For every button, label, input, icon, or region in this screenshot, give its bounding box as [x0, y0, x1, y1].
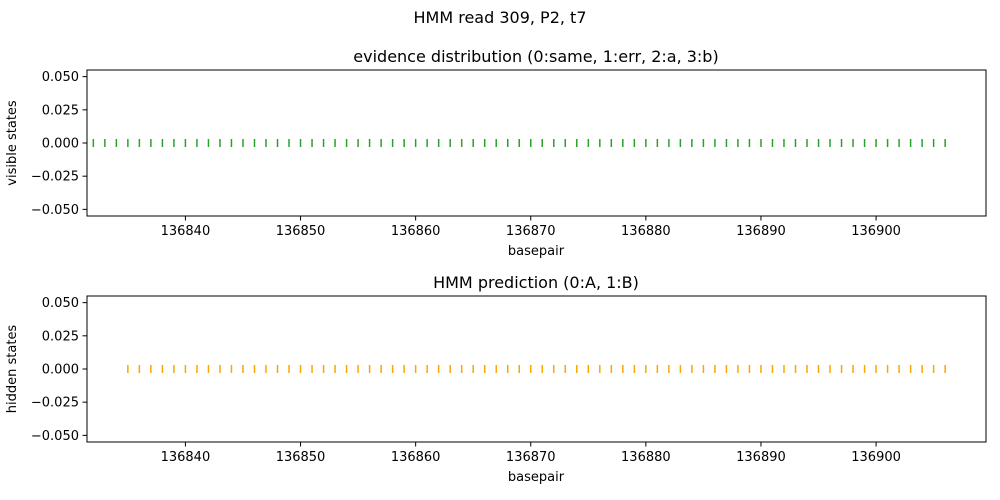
plot-area: [86, 295, 987, 443]
y-axis-label: hidden states: [5, 325, 20, 414]
y-tick-label: 0.050: [42, 296, 79, 311]
x-tick-label: 136900: [851, 224, 901, 239]
x-axis-label: basepair: [508, 470, 565, 485]
y-tick-label: −0.025: [31, 170, 79, 185]
data-series: [92, 139, 946, 147]
x-tick-label: 136890: [736, 450, 786, 465]
x-tick-label: 136840: [161, 224, 211, 239]
x-tick-label: 136860: [391, 224, 441, 239]
panel-title: evidence distribution (0:same, 1:err, 2:…: [353, 47, 718, 66]
x-axis: 136840 136850 136860 136870 136880 136890 1369…: [161, 442, 901, 465]
y-axis-label: visible states: [5, 100, 20, 186]
panel-title: HMM prediction (0:A, 1:B): [433, 273, 639, 292]
y-tick-label: 0.025: [42, 329, 79, 344]
y-tick-label: 0.025: [42, 103, 79, 118]
y-tick-label: −0.050: [31, 203, 79, 218]
x-tick-label: 136870: [506, 224, 556, 239]
x-tick-label: 136880: [621, 224, 671, 239]
x-axis-label: basepair: [508, 244, 565, 259]
y-tick-label: 0.000: [42, 137, 79, 152]
x-tick-label: 136890: [736, 224, 786, 239]
x-tick-label: 136850: [276, 450, 326, 465]
figure-suptitle: HMM read 309, P2, t7: [413, 8, 587, 27]
y-axis: 0.050 0.025 0.000 −0.025 −0.050: [31, 296, 87, 444]
data-series: [127, 365, 946, 373]
x-tick-label: 136850: [276, 224, 326, 239]
y-axis: 0.050 0.025 0.000 −0.025 −0.050: [31, 70, 87, 218]
x-tick-label: 136870: [506, 450, 556, 465]
x-axis: 136840 136850 136860 136870 136880 136890 1369…: [161, 216, 901, 239]
x-tick-label: 136840: [161, 450, 211, 465]
hmm-prediction-panel: HMM prediction (0:A, 1:B) 136840 136850 13…: [5, 273, 987, 485]
evidence-distribution-panel: evidence distribution (0:same, 1:err, 2:…: [5, 47, 987, 259]
x-tick-label: 136860: [391, 450, 441, 465]
y-tick-label: −0.025: [31, 396, 79, 411]
plot-area: [86, 69, 987, 217]
y-tick-label: −0.050: [31, 429, 79, 444]
y-tick-label: 0.000: [42, 363, 79, 378]
x-tick-label: 136900: [851, 450, 901, 465]
x-tick-label: 136880: [621, 450, 671, 465]
y-tick-label: 0.050: [42, 70, 79, 85]
